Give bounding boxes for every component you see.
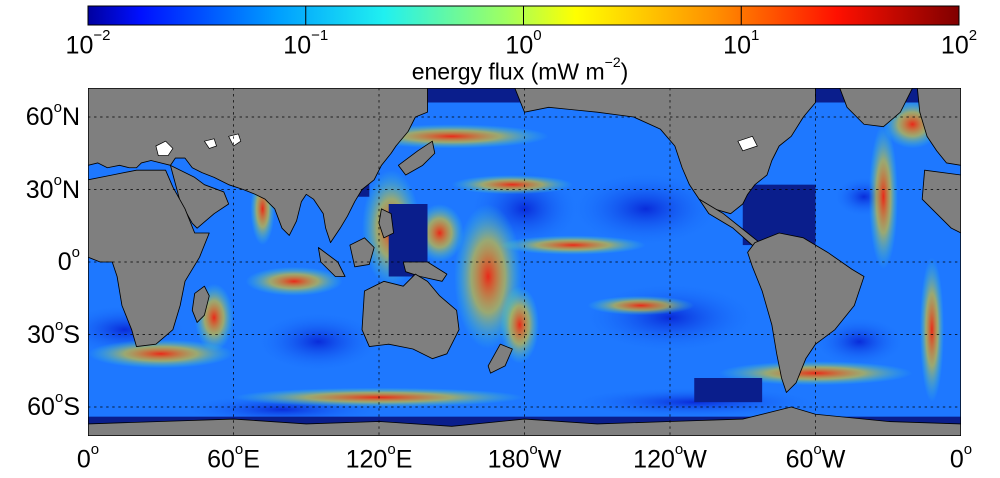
- land-japan: [397, 140, 436, 176]
- latitude-tick-label: 60oN: [25, 98, 80, 132]
- longitude-tick-label: 0o: [76, 441, 100, 474]
- land-west-africa: [921, 169, 961, 234]
- colorbar-tick-label: 100: [505, 27, 542, 60]
- longitude-tick-label: 0o: [949, 441, 973, 474]
- land-madagascar: [191, 285, 210, 323]
- longitude-tick-label: 120oW: [633, 441, 707, 474]
- longitude-tick-label: 60oW: [785, 441, 846, 474]
- baikal-lake: [228, 133, 242, 147]
- colorbar-tick-label: 101: [723, 27, 760, 60]
- colorbar-tick-label: 10−1: [283, 27, 329, 60]
- land-australia: [361, 273, 460, 360]
- aral-lake: [203, 138, 217, 149]
- caspian-sea: [155, 140, 174, 157]
- colorbar-tick-label: 102: [940, 27, 978, 60]
- colorbar: [87, 5, 960, 26]
- land-south-america: [747, 232, 865, 393]
- land-borneo: [349, 237, 375, 268]
- latitude-tick-label: 0o: [57, 243, 80, 277]
- land-eurasia: [88, 88, 428, 244]
- colorbar-title: energy flux (mW m−2): [411, 54, 629, 85]
- land-europe-west: [916, 88, 961, 166]
- land-north-america: [514, 88, 816, 215]
- great-lakes: [737, 135, 758, 152]
- longitude-tick-label: 120oE: [345, 441, 413, 474]
- longitude-tick-label: 180oW: [487, 441, 562, 474]
- latitude-tick-label: 60oS: [27, 388, 80, 422]
- land-philippines: [378, 208, 394, 239]
- ocean-energy-flux-map: [88, 88, 961, 436]
- land-africa: [88, 169, 210, 348]
- land-new-zealand: [487, 343, 513, 374]
- graticule: [88, 88, 961, 436]
- colorbar-tick-label: 10−2: [65, 27, 111, 60]
- latitude-tick-label: 30oN: [25, 171, 80, 204]
- latitude-tick-label: 30oS: [27, 316, 80, 349]
- longitude-tick-label: 60oE: [207, 441, 260, 474]
- inland-ice: [155, 133, 758, 157]
